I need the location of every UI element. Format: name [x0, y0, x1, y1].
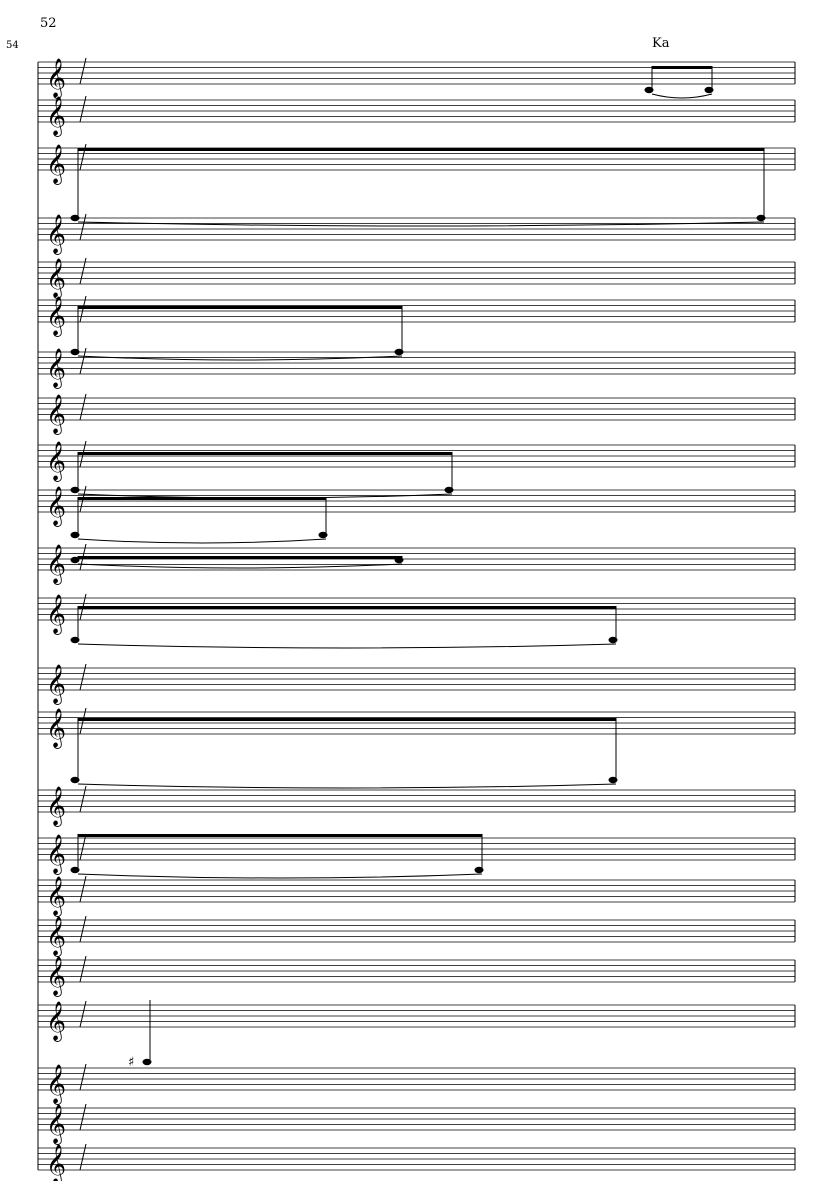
tie — [77, 355, 403, 361]
rest — [79, 955, 87, 983]
lyric-syllable: Ka — [652, 36, 670, 51]
treble-clef-icon: 𝄞 — [46, 544, 66, 585]
treble-clef-icon: 𝄞 — [46, 348, 66, 389]
treble-clef-icon: 𝄞 — [46, 786, 66, 827]
tie — [77, 783, 617, 789]
rest — [79, 95, 87, 123]
rest — [79, 257, 87, 285]
notehead — [394, 348, 404, 356]
treble-clef-icon: 𝄞 — [46, 144, 66, 185]
notehead — [704, 86, 714, 94]
treble-clef-icon: 𝄞 — [46, 441, 66, 482]
notehead — [70, 636, 80, 644]
treble-clef-icon: 𝄞 — [46, 214, 66, 255]
beam — [78, 452, 452, 455]
treble-clef-icon: 𝄞 — [46, 96, 66, 137]
beam — [78, 556, 402, 559]
rest — [79, 213, 87, 241]
beam — [78, 718, 616, 721]
notehead — [70, 866, 80, 874]
notehead — [394, 556, 404, 564]
treble-clef-icon: 𝄞 — [46, 258, 66, 299]
treble-clef-icon: 𝄞 — [46, 1064, 66, 1105]
treble-clef-icon: 𝄞 — [46, 834, 66, 875]
notehead — [756, 214, 766, 222]
sharp-icon: ♯ — [128, 1055, 134, 1070]
treble-clef-icon: 𝄞 — [46, 394, 66, 435]
notehead — [474, 866, 484, 874]
treble-clef-icon: 𝄞 — [46, 664, 66, 705]
rest — [79, 393, 87, 421]
tie — [77, 538, 327, 544]
rest — [79, 915, 87, 943]
tie — [77, 221, 765, 227]
treble-clef-icon: 𝄞 — [46, 1001, 66, 1042]
notehead — [142, 1058, 152, 1066]
rest — [79, 1103, 87, 1131]
treble-clef-icon: 𝄞 — [46, 58, 66, 99]
rest — [79, 1000, 87, 1028]
rest — [79, 663, 87, 691]
tie — [77, 643, 617, 649]
rest — [79, 785, 87, 813]
beam — [78, 148, 764, 151]
treble-clef-icon: 𝄞 — [46, 594, 66, 635]
notehead — [70, 486, 80, 494]
rest — [79, 57, 87, 85]
notehead — [70, 556, 80, 564]
notehead — [644, 86, 654, 94]
notehead — [608, 636, 618, 644]
treble-clef-icon: 𝄞 — [46, 956, 66, 997]
measure-number-top: 52 — [40, 16, 57, 31]
beam — [78, 606, 616, 609]
rest — [79, 347, 87, 375]
tie — [651, 93, 713, 99]
treble-clef-icon: 𝄞 — [46, 916, 66, 957]
notehead — [70, 776, 80, 784]
rest — [79, 1063, 87, 1091]
beam — [78, 306, 402, 309]
rest — [79, 875, 87, 903]
treble-clef-icon: 𝄞 — [46, 1144, 66, 1181]
notehead — [608, 776, 618, 784]
beam — [78, 497, 326, 500]
treble-clef-icon: 𝄞 — [46, 1104, 66, 1145]
notehead — [70, 531, 80, 539]
treble-clef-icon: 𝄞 — [46, 486, 66, 527]
tie — [77, 873, 483, 879]
treble-clef-icon: 𝄞 — [46, 708, 66, 749]
treble-clef-icon: 𝄞 — [46, 876, 66, 917]
notehead — [318, 531, 328, 539]
beam — [652, 66, 712, 69]
tie — [77, 563, 403, 569]
notehead — [444, 486, 454, 494]
treble-clef-icon: 𝄞 — [46, 296, 66, 337]
rest — [79, 833, 87, 861]
notehead — [70, 348, 80, 356]
beam — [78, 834, 482, 837]
rest — [79, 1143, 87, 1171]
notehead — [70, 214, 80, 222]
measure-number-system: 54 — [6, 40, 19, 51]
